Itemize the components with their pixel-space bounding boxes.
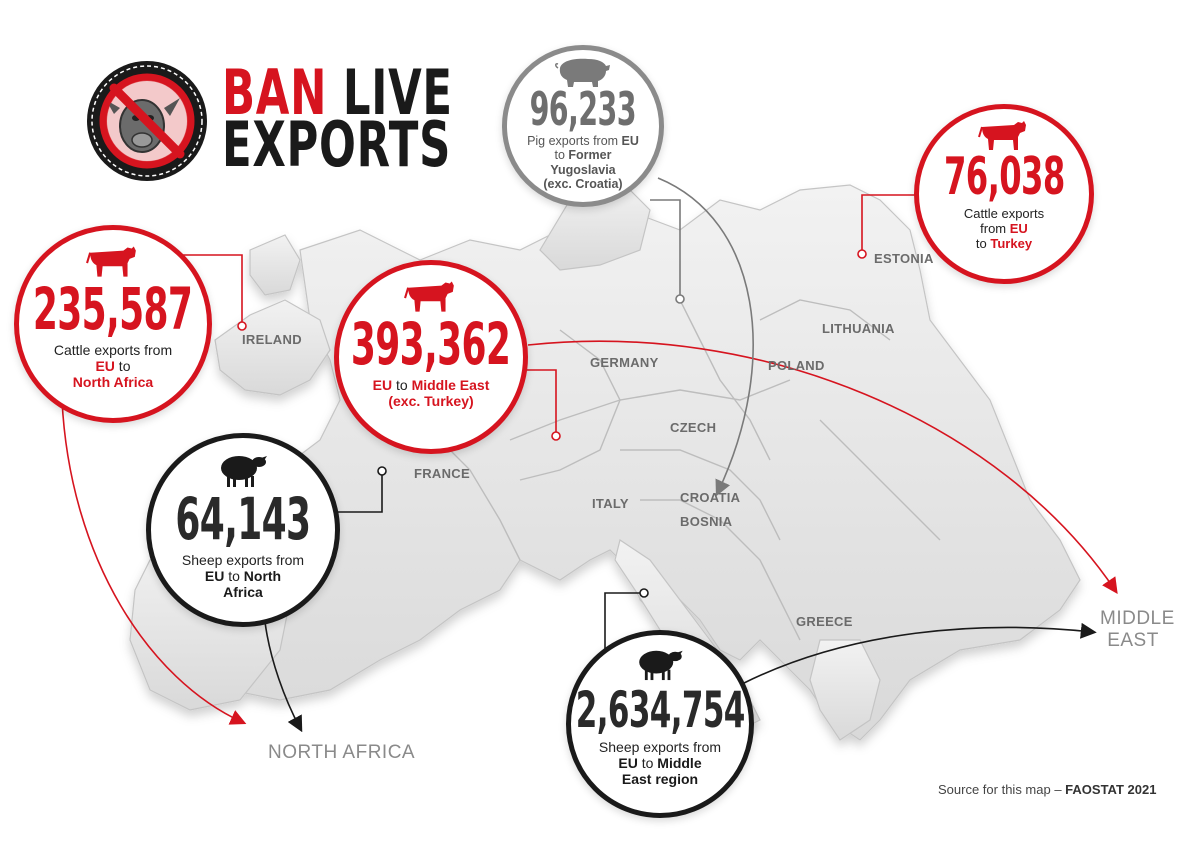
- label-poland: POLAND: [768, 358, 825, 373]
- cattle-icon: [86, 246, 136, 277]
- turkey-caption: Cattle exports from EU to Turkey: [963, 206, 1045, 251]
- label-lithuania: LITHUANIA: [822, 321, 895, 336]
- label-czech: CZECH: [670, 420, 717, 435]
- badge-sheep-middle-east: 2,634,754 Sheep exports from EU to Middl…: [566, 630, 754, 818]
- brand-title-line1: BAN LIVE: [222, 56, 453, 129]
- sheep-na-number: 64,143: [175, 485, 311, 553]
- sheep-icon: [221, 456, 267, 487]
- ban-live-exports-logo: [87, 61, 207, 181]
- badge-cattle-north-africa: 235,587 Cattle exports from EU to North …: [14, 225, 212, 423]
- sheep-me-number: 2,634,754: [575, 681, 746, 739]
- cattle-na-number: 235,587: [33, 275, 193, 343]
- cattle-me-number: 393,362: [351, 310, 511, 378]
- source-note: Source for this map – FAOSTAT 2021: [938, 782, 1157, 797]
- turkey-number: 76,038: [943, 147, 1065, 207]
- label-ireland: IRELAND: [242, 332, 302, 347]
- label-north-africa: NORTH AFRICA: [268, 742, 416, 763]
- label-bosnia: BOSNIA: [680, 514, 733, 529]
- brand-title-line2: EXPORTS: [222, 108, 452, 181]
- label-italy: ITALY: [592, 496, 629, 511]
- badge-cattle-turkey: 76,038 Cattle exports from EU to Turkey: [914, 104, 1094, 284]
- cattle-icon: [404, 281, 454, 312]
- badge-sheep-north-africa: 64,143 Sheep exports from EU to North Af…: [146, 433, 340, 627]
- sheep-me-caption: Sheep exports from EU to Middle East reg…: [598, 739, 722, 788]
- sheep-na-caption: Sheep exports from EU to North Africa: [181, 552, 305, 601]
- label-germany: GERMANY: [590, 355, 659, 370]
- pig-icon: [555, 58, 610, 87]
- cattle-me-caption: EU to Middle East (exc. Turkey): [372, 377, 490, 410]
- cattle-icon: [978, 121, 1026, 150]
- label-greece: GREECE: [796, 614, 853, 629]
- badge-pig-yugoslavia: 96,233 Pig exports from EU to Former Yug…: [502, 45, 664, 207]
- pig-number: 96,233: [529, 82, 637, 136]
- label-france: FRANCE: [414, 466, 470, 481]
- connector-lines: [61, 177, 1118, 733]
- cattle-na-caption: Cattle exports from EU to North Africa: [53, 342, 173, 391]
- sheep-icon: [639, 650, 683, 681]
- label-middle-east: MIDDLE EAST: [1100, 608, 1175, 651]
- label-croatia: CROATIA: [680, 490, 741, 505]
- label-estonia: ESTONIA: [874, 251, 934, 266]
- badge-cattle-middle-east: 393,362 EU to Middle East (exc. Turkey): [334, 260, 528, 454]
- pig-caption: Pig exports from EU to Former Yugoslavia…: [527, 134, 639, 192]
